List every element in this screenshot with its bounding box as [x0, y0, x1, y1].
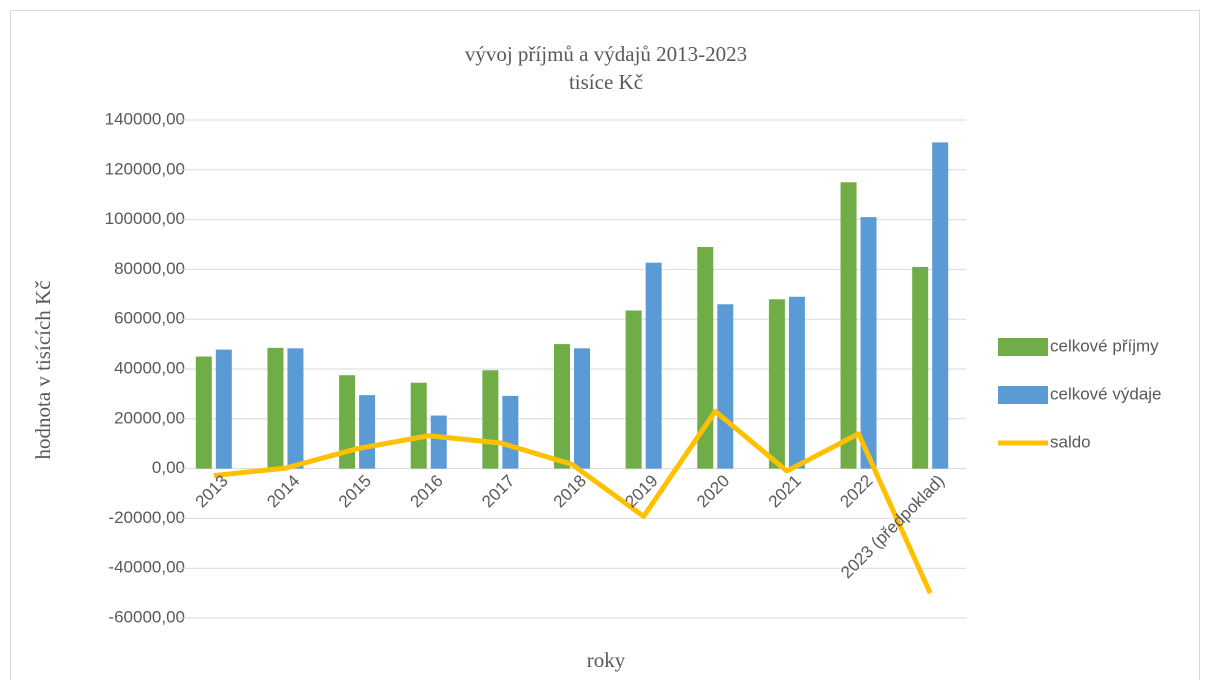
bar — [697, 246, 714, 469]
bar — [287, 348, 304, 469]
bar — [554, 344, 570, 469]
y-tick-label: 40000,00 — [114, 358, 185, 377]
bar — [410, 382, 427, 469]
y-tick-label: -40000,00 — [108, 558, 185, 577]
legend-label: celkové výdaje — [1050, 384, 1162, 403]
bar — [482, 370, 499, 469]
bar — [788, 296, 805, 469]
bar — [195, 356, 212, 469]
legend-label: saldo — [1050, 432, 1091, 451]
y-tick-label: -20000,00 — [108, 508, 185, 527]
y-axis-title: hodnota v tisících Kč — [31, 280, 55, 459]
bar — [267, 347, 284, 469]
bar — [574, 348, 590, 469]
y-tick-label: 20000,00 — [114, 408, 185, 427]
bar — [912, 266, 929, 469]
bar — [359, 395, 376, 469]
bar — [645, 262, 662, 469]
y-tick-label: 0,00 — [152, 458, 185, 477]
line-series — [213, 408, 933, 595]
bar — [502, 395, 519, 469]
bar — [860, 217, 877, 469]
bar — [339, 375, 356, 469]
bar — [430, 415, 447, 469]
y-tick-label: 100000,00 — [105, 209, 185, 228]
y-tick-label: 120000,00 — [105, 159, 185, 178]
y-tick-label: 80000,00 — [114, 259, 185, 278]
x-axis-title: roky — [587, 648, 626, 672]
bar — [768, 299, 785, 469]
bar — [932, 142, 949, 469]
y-tick-label: 60000,00 — [114, 309, 185, 328]
bar — [717, 304, 734, 469]
legend-swatch — [998, 338, 1048, 356]
bar — [625, 310, 642, 469]
chart-subtitle: tisíce Kč — [569, 70, 643, 94]
legend-label: celkové příjmy — [1050, 336, 1159, 355]
y-tick-label: 140000,00 — [105, 109, 185, 128]
chart-title: vývoj příjmů a výdajů 2013-2023 — [465, 42, 747, 66]
bar — [215, 349, 232, 469]
bar — [840, 182, 857, 469]
legend-swatch — [998, 386, 1048, 404]
y-tick-label: -60000,00 — [108, 607, 185, 626]
